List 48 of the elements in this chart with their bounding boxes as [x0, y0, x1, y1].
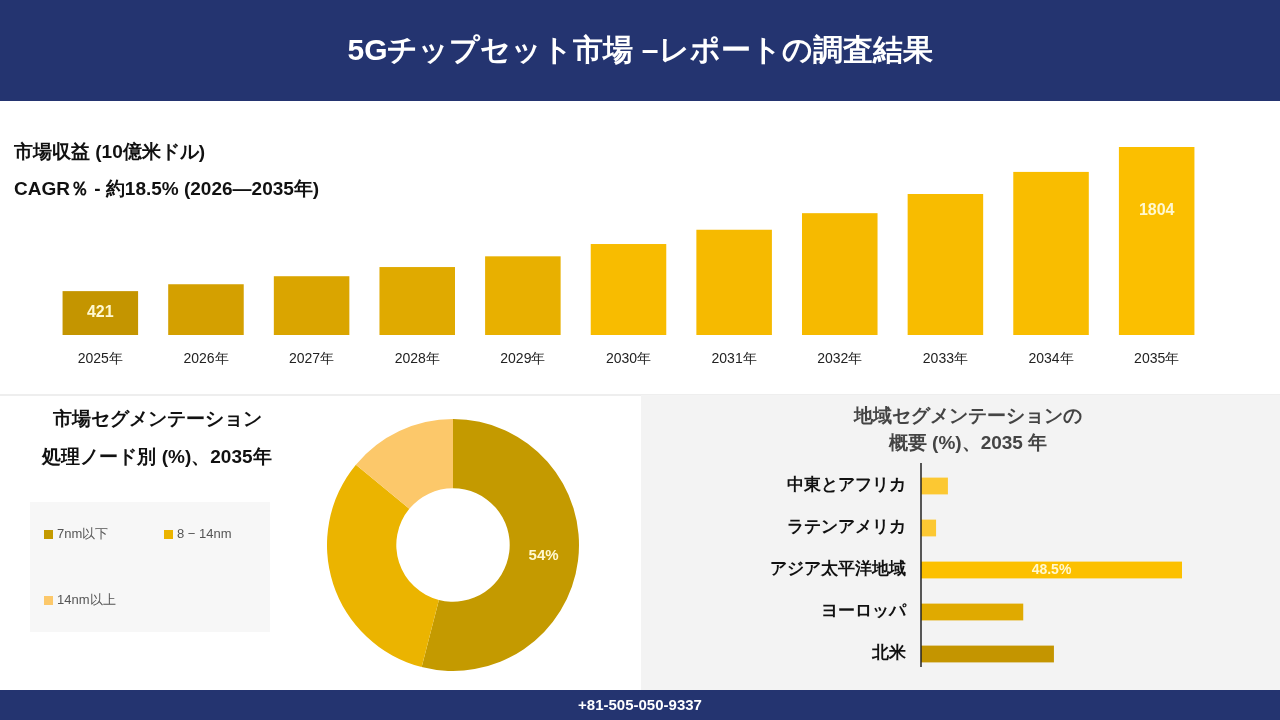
data-label: 1804 — [1138, 201, 1175, 219]
x-tick-label: 2034年 — [1028, 349, 1074, 366]
data-label: 48.5% — [1031, 560, 1072, 577]
text: 処理ノード別 (%)、2035年 — [41, 446, 272, 468]
x-tick-label: 2031年 — [711, 349, 757, 366]
x-tick-label: 2026年 — [183, 349, 229, 366]
x-tick-label: 2027年 — [289, 349, 335, 366]
y-tick-label: ラテンアメリカ — [787, 517, 906, 537]
chart-subtitle: 市場収益 (10億米ドル) — [13, 141, 206, 162]
text: +81-505-050-9337 — [578, 696, 702, 713]
bar — [1118, 147, 1195, 335]
bar — [273, 276, 350, 335]
chart-title: 地域セグメンテーションの — [853, 405, 1082, 427]
data-label: 54% — [528, 546, 559, 564]
legend-label: 8 − 14nm — [177, 526, 232, 542]
chart-title: 市場セグメンテーション — [51, 408, 262, 430]
x-tick-label: 2028年 — [394, 349, 440, 366]
x-tick-label: 2030年 — [605, 349, 652, 366]
bar — [696, 229, 772, 335]
y-tick-label: ヨーロッパ — [821, 601, 907, 621]
bar — [921, 603, 1024, 621]
legend-label: 14nm以上 — [57, 592, 116, 608]
bar — [379, 267, 455, 335]
x-tick-label: 2035年 — [1134, 349, 1180, 366]
x-tick-label: 2032年 — [817, 349, 863, 366]
donut-slice — [421, 419, 579, 671]
bar — [62, 291, 139, 335]
bar — [1013, 171, 1089, 335]
bar — [485, 256, 561, 335]
chart-subtitle: 概要 (%)、2035 年 — [887, 432, 1048, 454]
x-tick-label: 2033年 — [922, 349, 968, 366]
bar — [921, 477, 948, 495]
bar — [168, 284, 244, 335]
donut-slice — [355, 419, 453, 509]
bar — [590, 244, 667, 335]
donut-slice — [327, 464, 439, 668]
bar — [907, 194, 984, 335]
y-tick-label: アジア太平洋地域 — [770, 559, 906, 579]
annotation: CAGR％ - 約18.5% (2026—2035年) — [14, 178, 320, 199]
chart-title: 5Gチップセット市場 –レポートの調査結果 — [347, 32, 933, 66]
bar — [802, 213, 878, 335]
y-tick-label: 中東とアフリカ — [787, 475, 906, 495]
x-tick-label: 2029年 — [500, 349, 546, 366]
y-tick-label: 北米 — [871, 643, 907, 663]
x-tick-label: 2025年 — [77, 349, 123, 366]
legend-label: 7nm以下 — [57, 526, 109, 542]
bar — [921, 645, 1054, 663]
data-label: 421 — [86, 303, 114, 321]
